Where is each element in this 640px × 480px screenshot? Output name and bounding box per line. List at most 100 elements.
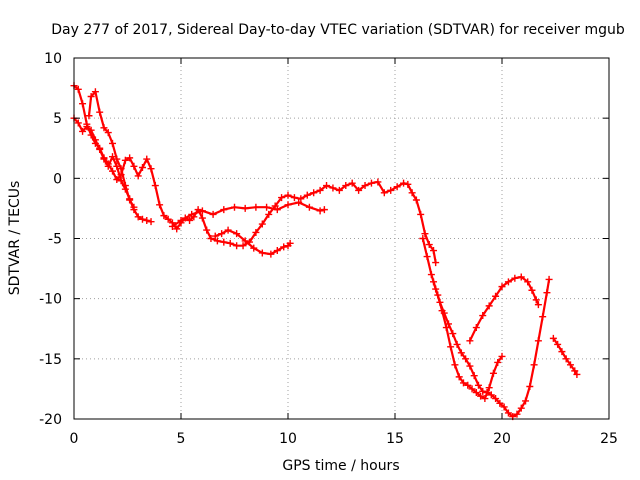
data-point <box>492 292 500 300</box>
data-point <box>485 384 493 392</box>
data-point <box>464 381 472 389</box>
data-point <box>573 370 581 378</box>
data-point <box>273 247 281 255</box>
y-tick-label: 10 <box>44 51 62 67</box>
data-point <box>367 179 375 187</box>
data-point <box>252 228 260 236</box>
data-point <box>168 222 176 230</box>
data-point <box>138 164 146 172</box>
data-point <box>532 296 540 304</box>
data-point <box>241 237 249 245</box>
data-point <box>504 278 512 286</box>
data-point <box>355 186 363 194</box>
series-line <box>87 90 135 209</box>
data-point <box>470 372 478 380</box>
x-tick-label: 15 <box>386 431 404 447</box>
series-arc-6 <box>419 235 553 421</box>
data-point <box>489 369 497 377</box>
data-point <box>494 358 502 366</box>
data-point <box>91 88 99 96</box>
data-point <box>207 235 215 242</box>
data-point <box>305 203 313 211</box>
data-point <box>231 203 238 211</box>
chart-title: Day 277 of 2017, Sidereal Day-to-day VTE… <box>51 22 625 38</box>
data-point <box>566 361 574 369</box>
data-point <box>156 201 164 209</box>
data-point <box>374 178 382 186</box>
data-point <box>485 302 493 310</box>
data-point <box>143 216 151 224</box>
data-point <box>498 352 506 360</box>
y-tick-label: -5 <box>48 232 62 248</box>
data-point <box>462 355 470 363</box>
data-point <box>280 243 288 251</box>
data-point <box>177 216 185 224</box>
data-point <box>258 220 266 228</box>
data-point <box>534 337 542 345</box>
data-point <box>417 210 425 218</box>
data-point <box>109 153 117 161</box>
data-point <box>412 196 420 204</box>
data-point <box>134 172 142 180</box>
data-point <box>198 207 206 215</box>
data-point <box>220 238 228 246</box>
data-point <box>517 273 525 281</box>
y-axis-label: SDTVAR / TECUs <box>7 181 23 296</box>
data-point <box>265 210 273 218</box>
data-point <box>479 387 487 395</box>
series-arc-9 <box>549 334 581 378</box>
data-point <box>218 230 226 238</box>
y-tick-label: -20 <box>39 412 62 428</box>
data-point <box>164 215 172 223</box>
data-point <box>233 242 241 250</box>
data-point <box>434 291 442 299</box>
data-point <box>85 112 93 120</box>
data-point <box>320 206 328 214</box>
y-tick-label: -15 <box>39 352 62 368</box>
data-point <box>316 207 324 215</box>
data-point <box>430 278 438 286</box>
data-point <box>393 183 401 191</box>
data-point <box>121 156 129 164</box>
data-point <box>96 145 104 153</box>
data-point <box>517 404 525 412</box>
data-point <box>447 343 455 351</box>
data-point <box>421 230 429 238</box>
data-point <box>528 286 536 294</box>
data-point <box>316 186 324 194</box>
data-point <box>323 182 331 190</box>
data-point <box>468 385 476 393</box>
data-point <box>96 108 104 116</box>
data-point <box>224 226 232 234</box>
data-point <box>438 307 446 315</box>
data-point <box>263 203 271 211</box>
data-point <box>487 391 495 399</box>
data-point <box>188 210 196 218</box>
data-point <box>513 410 521 418</box>
data-point <box>427 271 435 279</box>
data-point <box>130 203 138 211</box>
data-point <box>83 123 91 131</box>
y-tick-label: 0 <box>53 171 62 187</box>
data-point <box>121 182 129 190</box>
data-point <box>109 167 117 175</box>
data-point <box>198 214 206 222</box>
data-point <box>147 218 155 226</box>
data-point <box>455 373 463 381</box>
data-point <box>481 395 489 403</box>
data-point <box>530 361 538 369</box>
series-arc-5 <box>168 198 328 230</box>
data-point <box>100 155 108 163</box>
data-point <box>419 235 427 242</box>
data-point <box>286 239 294 247</box>
data-point <box>104 162 112 170</box>
data-point <box>226 239 234 247</box>
data-point <box>173 225 181 233</box>
axis-ticks: 0 5 10 15 20 25 -20 -15 -10 -5 0 5 10 <box>39 51 618 447</box>
data-point <box>130 162 138 170</box>
data-point <box>310 189 318 197</box>
data-point <box>258 249 266 257</box>
y-tick-label: 5 <box>53 111 62 127</box>
data-point <box>335 186 343 194</box>
